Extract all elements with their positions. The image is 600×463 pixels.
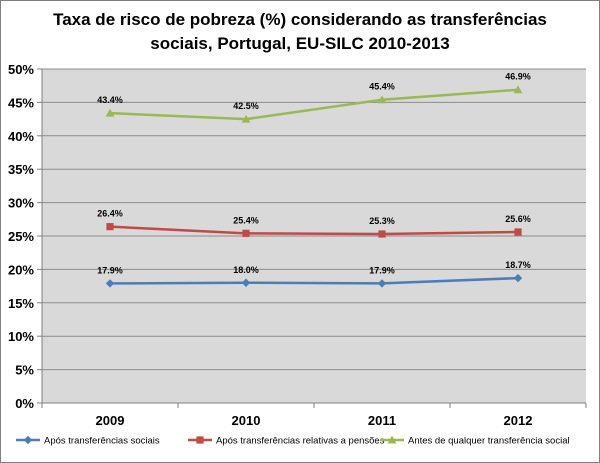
y-tick-label: 10% xyxy=(8,329,34,344)
series-line-3 xyxy=(109,88,519,121)
series-3-point xyxy=(513,85,523,94)
data-label: 43.4% xyxy=(97,95,123,105)
data-label: 46.9% xyxy=(505,72,531,82)
data-label: 42.5% xyxy=(233,101,259,111)
legend-marker-2 xyxy=(196,436,204,444)
data-label: 18.7% xyxy=(505,260,531,270)
series-2-point xyxy=(514,228,522,236)
legend-label-3: Antes de qualquer transferência social xyxy=(408,436,570,447)
series-3-point xyxy=(105,108,115,117)
series-2-point xyxy=(378,230,386,238)
chart-title: Taxa de risco de pobreza (%) considerand… xyxy=(0,8,600,56)
data-label: 26.4% xyxy=(97,209,123,219)
series-line-2 xyxy=(109,225,519,236)
chart-title-line-1: Taxa de risco de pobreza (%) considerand… xyxy=(53,10,547,29)
y-tick-label: 25% xyxy=(8,229,34,244)
legend-label-2: Após transferências relativas a pensões xyxy=(216,436,385,447)
y-tick-label: 45% xyxy=(8,95,34,110)
legend-label-1: Após transferências sociais xyxy=(44,436,160,447)
data-label: 18.0% xyxy=(233,265,259,275)
series-3-point xyxy=(377,95,387,104)
chart-title-line-2: sociais, Portugal, EU-SILC 2010-2013 xyxy=(150,34,450,53)
y-tick-label: 15% xyxy=(8,296,34,311)
series-1-point xyxy=(513,273,523,283)
series-2-point xyxy=(106,223,114,231)
series-3-point xyxy=(241,114,251,123)
series-line-1 xyxy=(109,276,519,285)
series-1-point xyxy=(105,279,115,288)
series-1-point xyxy=(241,278,251,287)
x-tick-label: 2011 xyxy=(368,413,396,428)
y-tick-label: 20% xyxy=(8,262,34,277)
data-label: 45.4% xyxy=(369,82,395,92)
y-tick-label: 0% xyxy=(15,396,34,411)
data-label: 17.9% xyxy=(369,265,395,275)
series-1-point xyxy=(377,279,387,288)
legend-marker-3 xyxy=(387,435,397,444)
x-tick-label: 2010 xyxy=(232,413,261,428)
legend-marker-1 xyxy=(23,435,33,445)
x-tick-label: 2012 xyxy=(504,413,533,428)
data-label: 25.3% xyxy=(369,216,395,226)
data-label: 17.9% xyxy=(97,265,123,275)
y-tick-label: 35% xyxy=(8,162,34,177)
y-tick-label: 5% xyxy=(15,363,34,378)
y-tick-label: 50% xyxy=(8,62,34,77)
x-tick-label: 2009 xyxy=(96,413,125,428)
data-label: 25.6% xyxy=(505,214,531,224)
series-2-point xyxy=(242,229,250,237)
y-tick-label: 40% xyxy=(8,129,34,144)
y-tick-label: 30% xyxy=(8,196,34,211)
data-label: 25.4% xyxy=(233,215,259,225)
